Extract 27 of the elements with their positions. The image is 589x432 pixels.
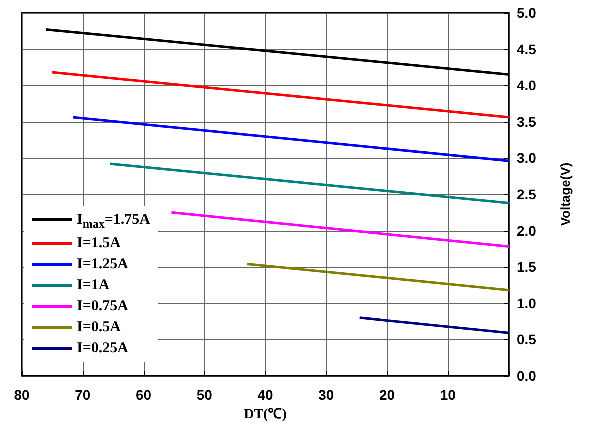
y-tick-label: 3.0 xyxy=(517,150,537,166)
y-tick-label: 1.5 xyxy=(517,259,537,276)
legend-label: I=0.25A xyxy=(77,340,129,356)
x-tick-label: 10 xyxy=(440,387,456,403)
x-tick-label: 20 xyxy=(379,387,396,403)
y-tick-label: 4.5 xyxy=(517,41,537,58)
legend-label: I=1A xyxy=(77,278,110,294)
x-tick-label: 50 xyxy=(196,387,213,403)
y-tick-label: 4.0 xyxy=(517,78,537,94)
legend-label: I=0.75A xyxy=(77,298,129,314)
y-tick-label: 0.5 xyxy=(517,332,537,348)
x-tick-label: 30 xyxy=(318,387,334,403)
y-axis-title: Voltage(V) xyxy=(558,162,573,226)
x-tick-label: 70 xyxy=(75,387,91,403)
legend-label: I=1.25A xyxy=(77,256,129,272)
x-tick-label: 40 xyxy=(258,387,274,403)
y-tick-label: 1.0 xyxy=(517,295,537,312)
legend-label: I=0.5A xyxy=(77,320,122,336)
y-tick-label: 2.5 xyxy=(517,186,537,202)
x-tick-label: 60 xyxy=(136,387,152,403)
y-tick-label: 0.0 xyxy=(517,368,537,384)
y-tick-label: 2.0 xyxy=(517,222,537,239)
legend-label: I=1.5A xyxy=(77,236,122,252)
x-axis-title: DT(℃) xyxy=(244,408,288,422)
x-tick-label: 80 xyxy=(14,387,30,403)
y-tick-label: 5.0 xyxy=(517,5,537,21)
y-tick-label: 3.5 xyxy=(517,114,537,130)
